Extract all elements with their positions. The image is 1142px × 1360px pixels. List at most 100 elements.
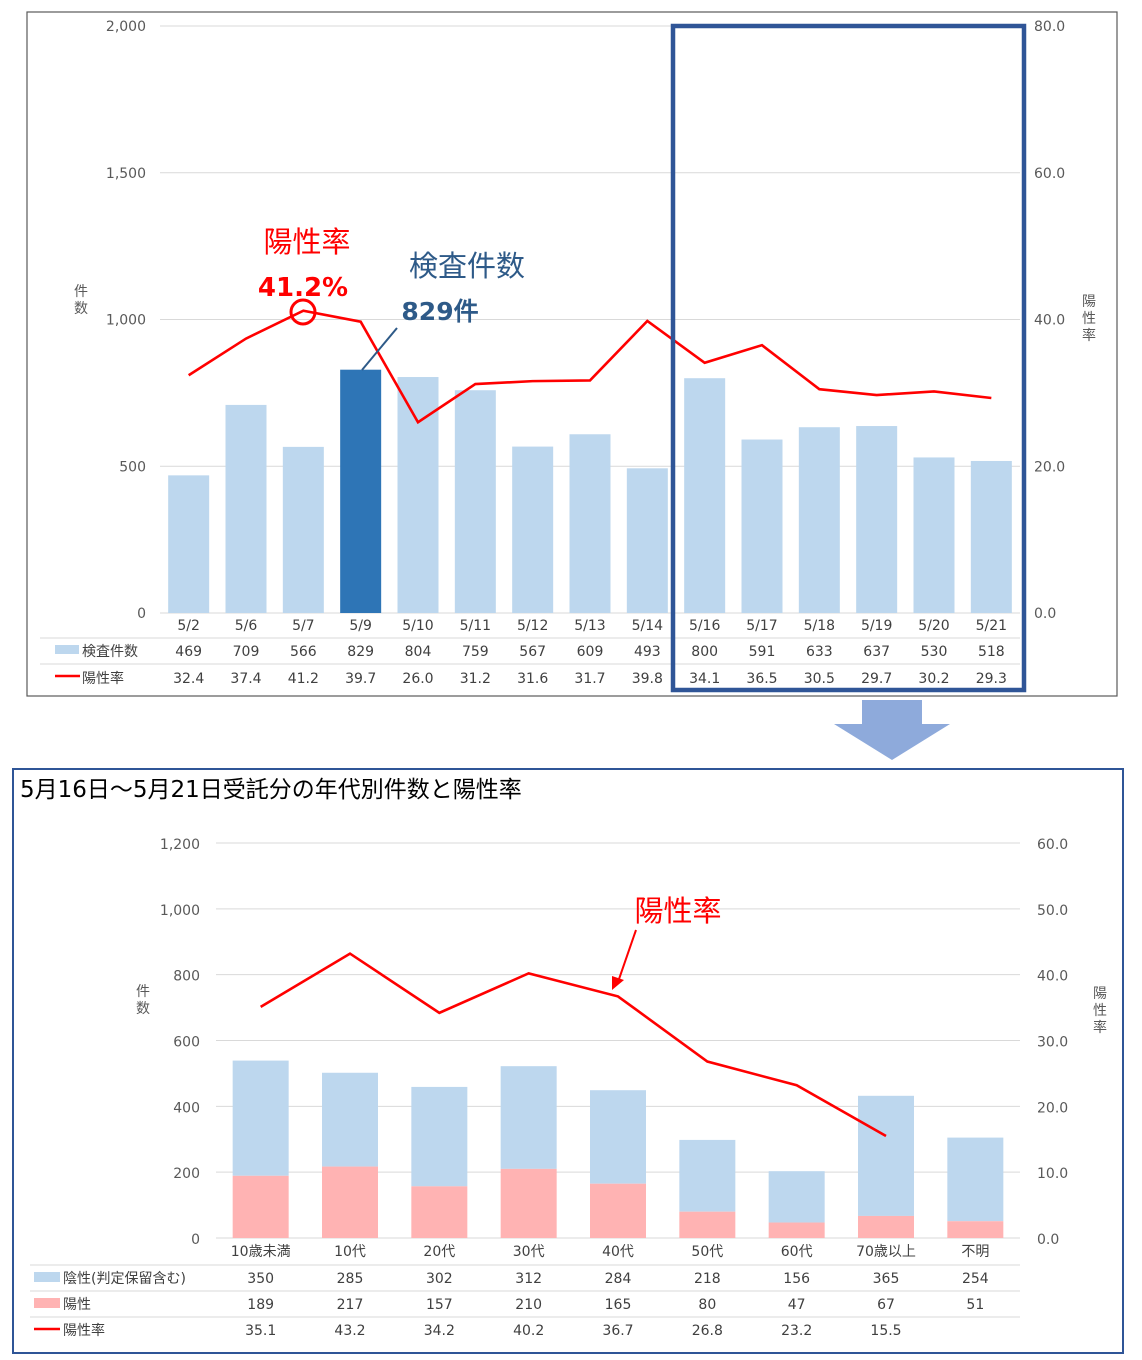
bottom-x-tick: 40代 [602,1244,634,1260]
bottom-rate-line [260,952,887,1138]
bottom-bar-positive [322,1166,378,1238]
top-table-rate: 31.2 [460,671,491,687]
bottom-table-positive: 210 [515,1297,542,1313]
top-x-tick: 5/20 [918,618,949,634]
rate-highlight-circle [289,298,317,326]
top-bar [225,404,267,613]
top-x-tick: 5/16 [689,618,721,634]
top-bar [168,475,210,613]
bottom-x-tick: 50代 [691,1244,723,1260]
top-table-count: 637 [863,644,890,660]
top-table-count: 469 [175,644,202,660]
bottom-table-rate: 23.2 [781,1323,812,1339]
top-table-rate: 34.1 [689,671,720,687]
top-bar [684,378,726,613]
top-x-tick: 5/21 [976,618,1007,634]
top-x-tick: 5/18 [804,618,835,634]
bottom-bar-negative [232,1060,289,1176]
bottom-y2-tick: 60.0 [1037,837,1068,853]
bottom-x-tick: 20代 [423,1244,455,1260]
bottom-x-tick: 70歳以上 [856,1244,916,1260]
bottom-bar-positive [768,1222,825,1238]
top-table-rate: 41.2 [288,671,319,687]
highlight-box [670,23,1027,693]
top-table-count: 633 [806,644,833,660]
bottom-table-positive: 189 [247,1297,274,1313]
bottom-y2-axis-label: 陽性率 [1093,986,1107,1036]
bottom-x-tick: 10歳未満 [231,1244,291,1260]
bottom-bar-positive [858,1215,914,1238]
top-y2-tick: 20.0 [1034,459,1065,475]
top-table-rate: 39.7 [345,671,376,687]
bottom-table-positive: 165 [605,1297,632,1313]
top-x-tick: 5/19 [861,618,892,634]
bottom-table-negative: 284 [605,1271,632,1287]
bottom-x-tick: 10代 [334,1244,366,1260]
top-y2-tick: 60.0 [1034,166,1065,182]
top-bar [454,390,496,613]
top-table-count: 566 [290,644,317,660]
top-y2-tick: 80.0 [1034,19,1065,35]
top-table-count: 709 [233,644,260,660]
top-x-tick: 5/6 [235,618,258,634]
bottom-y-tick: 800 [173,969,200,985]
top-x-tick: 5/11 [460,618,491,634]
rate-annotation-title: 陽性率 [263,225,350,259]
top-bar [913,457,955,613]
count-annotation-title: 検査件数 [409,249,525,283]
bottom-table-positive: 217 [337,1297,364,1313]
top-table-rate: 31.7 [574,671,605,687]
bottom-legend-positive-swatch [34,1298,60,1308]
top-x-tick: 5/9 [349,618,372,634]
top-bar [397,377,439,613]
bottom-bar-positive [500,1168,557,1238]
top-x-tick: 5/7 [292,618,315,634]
top-bar [798,427,840,613]
top-y-tick: 500 [119,459,146,475]
top-table-rate: 30.2 [918,671,949,687]
top-table-rate: 29.7 [861,671,892,687]
bottom-y-tick: 0 [191,1232,200,1248]
bottom-y2-tick: 0.0 [1037,1232,1059,1248]
top-legend-bar-swatch [55,645,79,654]
count-annotation-value: 829件 [401,297,478,326]
top-bar [626,468,668,613]
bottom-table-positive: 157 [426,1297,453,1313]
top-table-count: 493 [634,644,661,660]
bottom-y2-tick: 30.0 [1037,1035,1068,1051]
top-legend-rate-label: 陽性率 [82,670,124,687]
bottom-table-negative: 218 [694,1271,721,1287]
top-table-count: 759 [462,644,489,660]
top-table-rate: 32.4 [173,671,204,687]
bottom-y2-tick: 50.0 [1037,903,1068,919]
bottom-bar-negative [679,1139,736,1212]
bottom-bar-negative [768,1171,825,1223]
top-table-rate: 39.8 [632,671,663,687]
top-bar [340,369,382,613]
rate-annotation-value: 41.2% [258,273,348,303]
bottom-y-axis-label: 件数 [136,984,150,1017]
bottom-x-tick: 不明 [961,1244,989,1260]
top-bar [282,446,324,613]
bottom-legend-rate-label: 陽性率 [63,1322,105,1339]
top-x-tick: 5/17 [746,618,777,634]
bottom-table-negative: 302 [426,1271,453,1287]
top-table-rate: 36.5 [746,671,777,687]
top-bar [856,426,898,613]
bottom-table-rate: 36.7 [602,1323,633,1339]
bottom-table-negative: 365 [873,1271,900,1287]
bottom-table-positive: 80 [698,1297,716,1313]
top-table-count: 591 [749,644,776,660]
top-table-rate: 30.5 [804,671,835,687]
bottom-y-tick: 1,200 [160,837,200,853]
top-y-tick: 1,000 [106,313,146,329]
bottom-table-positive: 67 [877,1297,895,1313]
bottom-y2-tick: 20.0 [1037,1100,1068,1116]
top-y-tick: 1,500 [106,166,146,182]
top-table-count: 804 [405,644,432,660]
top-table-rate: 31.6 [517,671,548,687]
top-bar [569,434,611,613]
top-table-rate: 26.0 [402,671,433,687]
top-table-rate: 37.4 [230,671,261,687]
